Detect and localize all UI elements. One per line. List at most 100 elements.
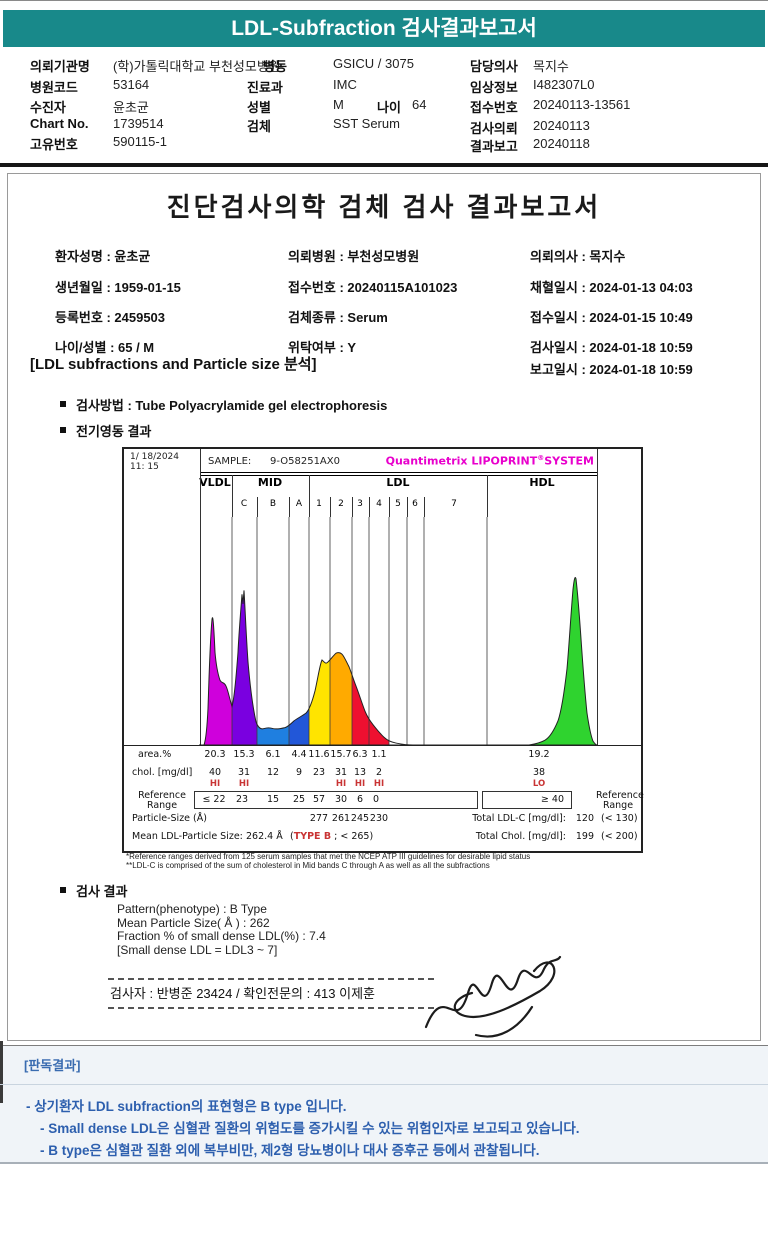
mean-row-label: Mean LDL-Particle Size:	[132, 831, 243, 842]
header-rule-bottom	[200, 475, 597, 476]
ref-vldl: ≤ 22	[202, 794, 226, 805]
sample-value: 9-O58251AX0	[270, 456, 340, 467]
sample-label: SAMPLE:	[208, 456, 252, 467]
signature	[424, 955, 562, 1038]
tick-1-2	[330, 497, 331, 517]
total-ldl-value: 120	[575, 813, 594, 824]
subband-6: 6	[412, 499, 418, 509]
chol-ldl3: 13	[353, 767, 367, 778]
area-mid-c: 15.3	[233, 749, 255, 760]
area-mid-a: 4.4	[291, 749, 307, 760]
order-value-institution: (학)가톨릭대학교 부천성모병원	[113, 59, 281, 74]
patient-age-sex-line: 나이/성별 : 65 / M	[55, 340, 155, 355]
order-value-accession: 20240113-13561	[533, 97, 631, 112]
particle-ldl4: 230	[369, 813, 389, 824]
ldl-section-heading: [LDL subfractions and Particle size 분석]	[30, 356, 317, 373]
fill-ldl3	[352, 577, 369, 745]
subband-2: 2	[338, 499, 344, 509]
registered-mark-icon: ®	[537, 454, 545, 462]
area-vldl: 20.3	[204, 749, 226, 760]
subband-3: 3	[357, 499, 363, 509]
fill-vldl	[199, 577, 232, 745]
total-chol-label: Total Chol. [mg/dl]:	[475, 831, 566, 842]
patient-specimen-line: 검체종류 : Serum	[288, 310, 388, 325]
chol-mid-b: 12	[266, 767, 280, 778]
order-label-chart-no: Chart No.	[30, 116, 89, 131]
patient-doctor-line: 의뢰의사 : 목지수	[530, 249, 626, 264]
flag-vldl-hi: HI	[209, 779, 221, 789]
order-label-requested: 검사의뢰	[470, 121, 518, 136]
ref-row-label-1: Reference	[138, 790, 186, 801]
chol-mid-c: 31	[237, 767, 251, 778]
results-block: Pattern(phenotype) : B Type Mean Particl…	[117, 902, 326, 957]
phenotype-flag: TYPE B	[293, 831, 332, 842]
area-ldl4: 1.1	[371, 749, 387, 760]
chol-ldl2: 31	[334, 767, 348, 778]
total-ldl-ref: (< 130)	[601, 813, 638, 824]
interpretation-divider	[0, 1084, 768, 1085]
tick-5-6	[407, 497, 408, 517]
subband-1: 1	[316, 499, 322, 509]
total-chol-ref: (< 200)	[601, 831, 638, 842]
electrophoresis-plot	[199, 517, 597, 745]
order-value-chart-no: 1739514	[113, 116, 164, 131]
patient-receipt-time-line: 접수일시 : 2024-01-15 10:49	[530, 310, 693, 325]
ref-row-label-2: Range	[146, 800, 178, 811]
order-label-hospital-code: 병원코드	[30, 80, 78, 95]
reference-box-hdl	[482, 791, 572, 809]
flag-ldl4-hi: HI	[373, 779, 385, 789]
area-ldl2: 15.7	[330, 749, 352, 760]
particle-ldl2: 261	[331, 813, 351, 824]
ref-right-label-2: Range	[602, 800, 634, 811]
area-row-label: area.%	[138, 749, 172, 760]
patient-name-line: 환자성명 : 윤초균	[55, 249, 151, 264]
order-label-ward: 병동	[263, 59, 287, 74]
electrophoresis-heading: 전기영동 결과	[76, 424, 152, 439]
order-value-doctor: 목지수	[533, 59, 569, 74]
flag-ldl2-hi: HI	[335, 779, 347, 789]
chol-vldl: 40	[208, 767, 222, 778]
band-header-vldl: VLDL	[199, 476, 231, 489]
plot-baseline	[124, 745, 641, 746]
total-chol-value: 199	[575, 831, 594, 842]
patient-birthdate-line: 생년월일 : 1959-01-15	[55, 280, 181, 295]
separator-ldl-hdl	[487, 475, 488, 517]
tick-4-5	[389, 497, 390, 517]
plot-left-border	[200, 449, 201, 745]
trace-outline	[199, 576, 597, 745]
subband-7: 7	[451, 499, 457, 509]
flag-ldl3-hi: HI	[354, 779, 366, 789]
order-label-clinical-info: 임상정보	[470, 80, 518, 95]
header-divider	[0, 163, 768, 167]
ref-mid-a: 25	[292, 794, 306, 805]
area-ldl1: 11.6	[308, 749, 330, 760]
patient-draw-time-line: 채혈일시 : 2024-01-13 04:03	[530, 280, 693, 295]
interpretation-line-2: - Small dense LDL은 심혈관 질환의 위험도를 증가시킬 수 있…	[40, 1121, 580, 1136]
order-value-ward: GSICU / 3075	[333, 56, 414, 71]
dashed-rule-top	[108, 978, 434, 980]
order-label-specimen: 검체	[247, 119, 271, 134]
mean-phenotype-note: (TYPE B ; < 265)	[290, 831, 374, 842]
ref-ldl1: 57	[312, 794, 326, 805]
chol-ldl1: 23	[312, 767, 326, 778]
ref-ldl3: 6	[356, 794, 364, 805]
report-main-title: 진단검사의학 검체 검사 결과보고서	[166, 192, 602, 222]
separator-vldl-mid	[232, 475, 233, 517]
chart-footnote-2: **LDL-C is comprised of the sum of chole…	[126, 861, 490, 870]
flag-mid-c-hi: HI	[238, 779, 250, 789]
fill-ldl2	[330, 577, 352, 745]
result-mean-size: Mean Particle Size( Å ) : 262	[117, 915, 270, 930]
lipoprint-chart: 1/ 18/2024 11: 15 SAMPLE: 9-O58251AX0 Qu…	[122, 447, 644, 853]
interpretation-left-border	[0, 1041, 3, 1103]
square-bullet-icon	[60, 887, 66, 893]
interpretation-line-1: - 상기환자 LDL subfraction의 표현형은 B type 입니다.	[26, 1099, 347, 1114]
order-label-reported: 결과보고	[470, 139, 518, 154]
chol-mid-a: 9	[295, 767, 303, 778]
order-label-sex: 성별	[247, 100, 271, 115]
order-label-accession: 접수번호	[470, 100, 518, 115]
fill-hdl	[487, 577, 597, 745]
lipoprint-brand: Quantimetrix LIPOPRINT®SYSTEM	[385, 454, 594, 468]
chol-ldl4: 2	[375, 767, 383, 778]
ref-mid-c: 23	[235, 794, 249, 805]
results-heading: 검사 결과	[76, 884, 128, 899]
